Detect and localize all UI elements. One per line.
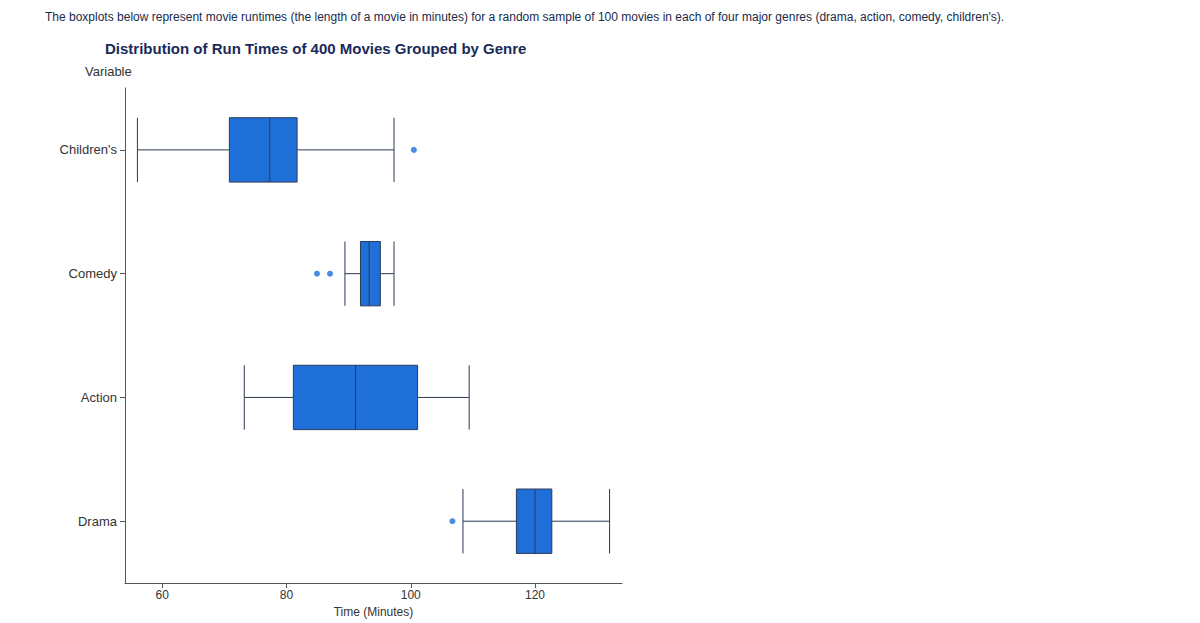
svg-text:Action: Action (81, 390, 117, 405)
svg-text:60: 60 (156, 588, 170, 602)
svg-text:Drama: Drama (78, 514, 118, 529)
svg-text:100: 100 (401, 588, 421, 602)
svg-text:Distribution of Run Times of 4: Distribution of Run Times of 400 Movies … (105, 40, 526, 57)
svg-text:120: 120 (525, 588, 545, 602)
svg-text:The boxplots below represent m: The boxplots below represent movie runti… (45, 10, 1004, 24)
svg-text:Time (Minutes): Time (Minutes) (334, 605, 414, 619)
svg-text:Children's: Children's (60, 142, 118, 157)
svg-text:80: 80 (280, 588, 294, 602)
svg-text:Comedy: Comedy (69, 266, 118, 281)
svg-text:Variable: Variable (85, 64, 132, 79)
